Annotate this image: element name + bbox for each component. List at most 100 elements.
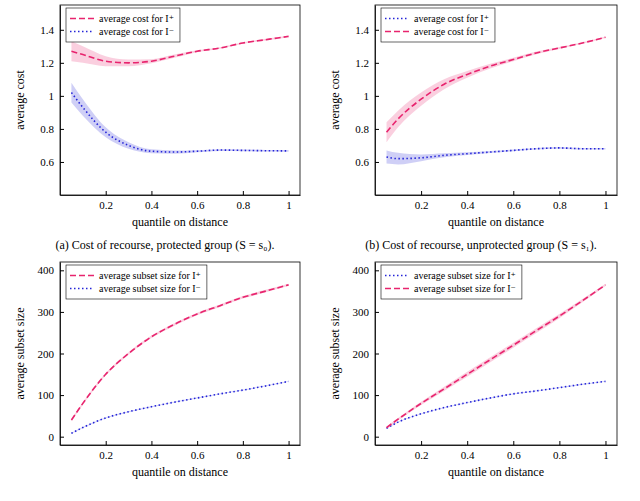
x-tick-mark <box>151 191 152 195</box>
y-tick: 1.4 <box>40 24 64 36</box>
y-tick-label: 200 <box>353 348 370 360</box>
y-tick-label: 1.2 <box>355 57 369 69</box>
x-tick-label: 0.6 <box>507 199 521 211</box>
legend: average cost for I⁺average cost for I⁻ <box>381 8 495 42</box>
x-tick-label: 0.8 <box>553 449 567 461</box>
confidence-band <box>387 147 606 164</box>
y-tick-label: 0.6 <box>40 156 54 168</box>
y-tick: 200 <box>353 348 380 360</box>
x-axis: 0.20.40.60.81 <box>376 191 618 211</box>
panel: 0.20.40.60.810.60.811.21.4quantile on di… <box>13 5 301 252</box>
x-axis-line <box>376 195 618 196</box>
legend-swatch <box>70 18 94 20</box>
y-axis-title: average cost <box>328 70 342 130</box>
series-line <box>71 381 288 433</box>
x-tick-label: 0.2 <box>99 449 113 461</box>
x-axis-line <box>61 195 301 196</box>
x-axis-title: quantile on distance <box>132 465 228 479</box>
x-axis: 0.2 0.4 0.6 0.8 1 <box>61 441 301 461</box>
y-tick: 0.6 <box>355 156 379 168</box>
x-tick-label: 1 <box>603 199 609 211</box>
y-tick-mark <box>60 162 64 163</box>
confidence-band <box>71 284 288 422</box>
legend-box <box>66 8 180 42</box>
y-tick-mark <box>60 30 64 31</box>
legend-label: average cost for I⁻ <box>414 26 489 37</box>
y-axis: 0 100 200 300 400 <box>38 263 65 446</box>
legend-swatch <box>70 288 94 290</box>
y-tick: 1 <box>364 90 380 102</box>
y-axis-title: average subset size <box>328 308 342 400</box>
caption: (b) Cost of recourse, unprotected group … <box>365 238 597 252</box>
x-tick: 0.8 <box>236 191 250 211</box>
y-tick-label: 1.4 <box>40 24 54 36</box>
confidence-band <box>387 36 606 142</box>
plot-area <box>71 284 288 434</box>
x-tick: 0.8 <box>236 441 250 461</box>
x-axis: 0.20.40.60.81 <box>61 191 301 211</box>
y-tick-mark <box>375 96 379 97</box>
legend-swatch <box>70 31 94 33</box>
series-line <box>71 93 288 152</box>
plot-frame <box>60 5 300 195</box>
y-tick-mark <box>375 30 379 31</box>
y-tick-mark <box>60 63 64 64</box>
y-tick-label: 200 <box>38 348 55 360</box>
y-tick: 100 <box>353 389 380 401</box>
y-tick: 0.6 <box>40 156 64 168</box>
x-tick: 0.6 <box>507 441 521 461</box>
x-tick: 0.8 <box>553 441 567 461</box>
y-tick: 300 <box>353 306 380 318</box>
plot-frame <box>375 5 617 195</box>
y-tick: 1.2 <box>40 57 64 69</box>
x-tick-mark <box>197 441 198 445</box>
legend: average subset size for I⁺average subset… <box>381 265 522 299</box>
legend-swatch <box>385 31 409 33</box>
plot-area <box>71 36 288 154</box>
y-tick: 0.8 <box>40 123 64 135</box>
x-axis-title: quantile on distance <box>448 465 544 479</box>
y-tick-mark <box>60 96 64 97</box>
plot-frame <box>375 262 617 445</box>
y-tick-mark <box>375 354 379 355</box>
x-tick-mark <box>513 441 514 445</box>
x-tick-label: 0.6 <box>507 449 521 461</box>
y-tick-label: 0 <box>49 431 55 443</box>
x-tick-label: 1 <box>603 449 609 461</box>
legend-label: average cost for I⁺ <box>99 13 174 24</box>
y-tick-label: 1 <box>49 90 55 102</box>
y-tick-mark <box>375 437 379 438</box>
y-tick-mark <box>375 162 379 163</box>
confidence-band <box>71 381 288 434</box>
y-tick: 1.4 <box>355 24 379 36</box>
y-tick-mark <box>375 270 379 271</box>
x-tick-label: 1 <box>286 449 292 461</box>
legend: average subset size for I⁺average subset… <box>66 265 207 299</box>
y-tick: 100 <box>38 389 65 401</box>
y-tick: 400 <box>38 264 65 276</box>
x-tick: 0.4 <box>461 191 475 211</box>
x-tick-mark <box>421 441 422 445</box>
y-tick-label: 300 <box>353 306 370 318</box>
series-line <box>387 148 606 159</box>
legend-box <box>381 8 495 42</box>
y-axis-title: average subset size <box>13 308 27 400</box>
y-tick-label: 1 <box>364 90 370 102</box>
x-tick: 0.4 <box>145 441 159 461</box>
y-tick-mark <box>375 395 379 396</box>
plot-area <box>387 284 606 429</box>
x-tick: 1 <box>286 191 292 211</box>
legend-box <box>381 265 522 299</box>
y-tick-label: 400 <box>353 264 370 276</box>
y-tick: 1 <box>49 90 65 102</box>
plot-area <box>387 36 606 164</box>
series-line <box>387 285 606 428</box>
x-tick-label: 0.6 <box>191 449 205 461</box>
x-tick-mark <box>513 191 514 195</box>
x-tick: 0.4 <box>461 441 475 461</box>
y-tick-label: 300 <box>38 306 55 318</box>
y-tick-label: 1.4 <box>355 24 369 36</box>
y-tick-mark <box>60 129 64 130</box>
x-tick: 1 <box>603 191 609 211</box>
legend-label: average subset size for I⁺ <box>414 270 516 281</box>
